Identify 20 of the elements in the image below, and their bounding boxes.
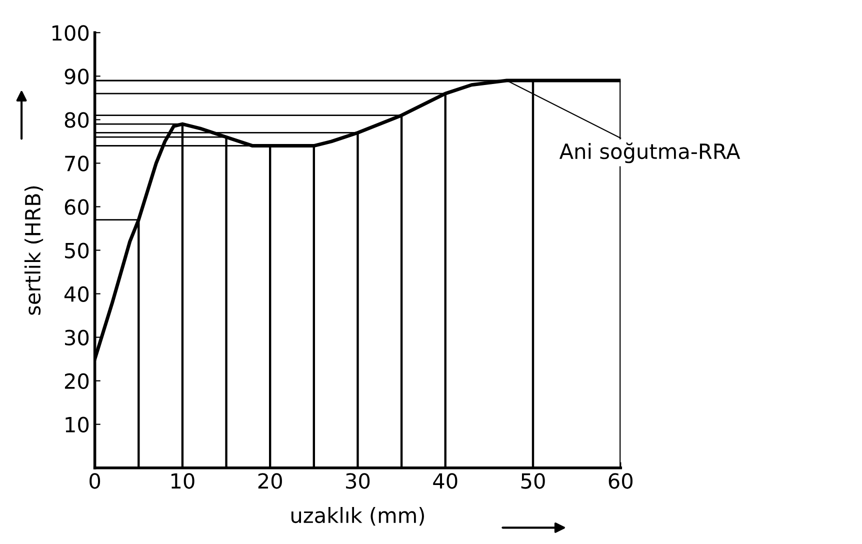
x-tick-label: 60 bbox=[608, 473, 633, 489]
x-axis-title: uzaklık (mm) bbox=[291, 507, 424, 526]
x-tick-label: 20 bbox=[258, 473, 282, 489]
y-axis-title: sertlik (HRB) bbox=[24, 186, 44, 315]
y-tick-label: 10 bbox=[66, 416, 89, 433]
y-tick-label: 50 bbox=[65, 242, 89, 258]
y-tick-label: 30 bbox=[65, 330, 89, 346]
y-tick-label: 20 bbox=[64, 373, 89, 390]
y-tick-label: 100 bbox=[52, 25, 89, 41]
x-tick-label: 30 bbox=[346, 473, 370, 489]
x-tick-label: 40 bbox=[433, 473, 458, 489]
x-tick-label: 0 bbox=[90, 473, 100, 489]
y-tick-label: 90 bbox=[64, 68, 89, 84]
x-tick-label: 50 bbox=[521, 473, 545, 489]
y-tick-label: 80 bbox=[64, 112, 89, 128]
annotation: Ani soğutma-RRA bbox=[559, 142, 740, 164]
y-tick-label: 70 bbox=[65, 156, 89, 172]
y-tick-label: 60 bbox=[64, 199, 89, 215]
x-tick-label: 10 bbox=[171, 473, 194, 489]
y-tick-label: 40 bbox=[64, 286, 89, 302]
